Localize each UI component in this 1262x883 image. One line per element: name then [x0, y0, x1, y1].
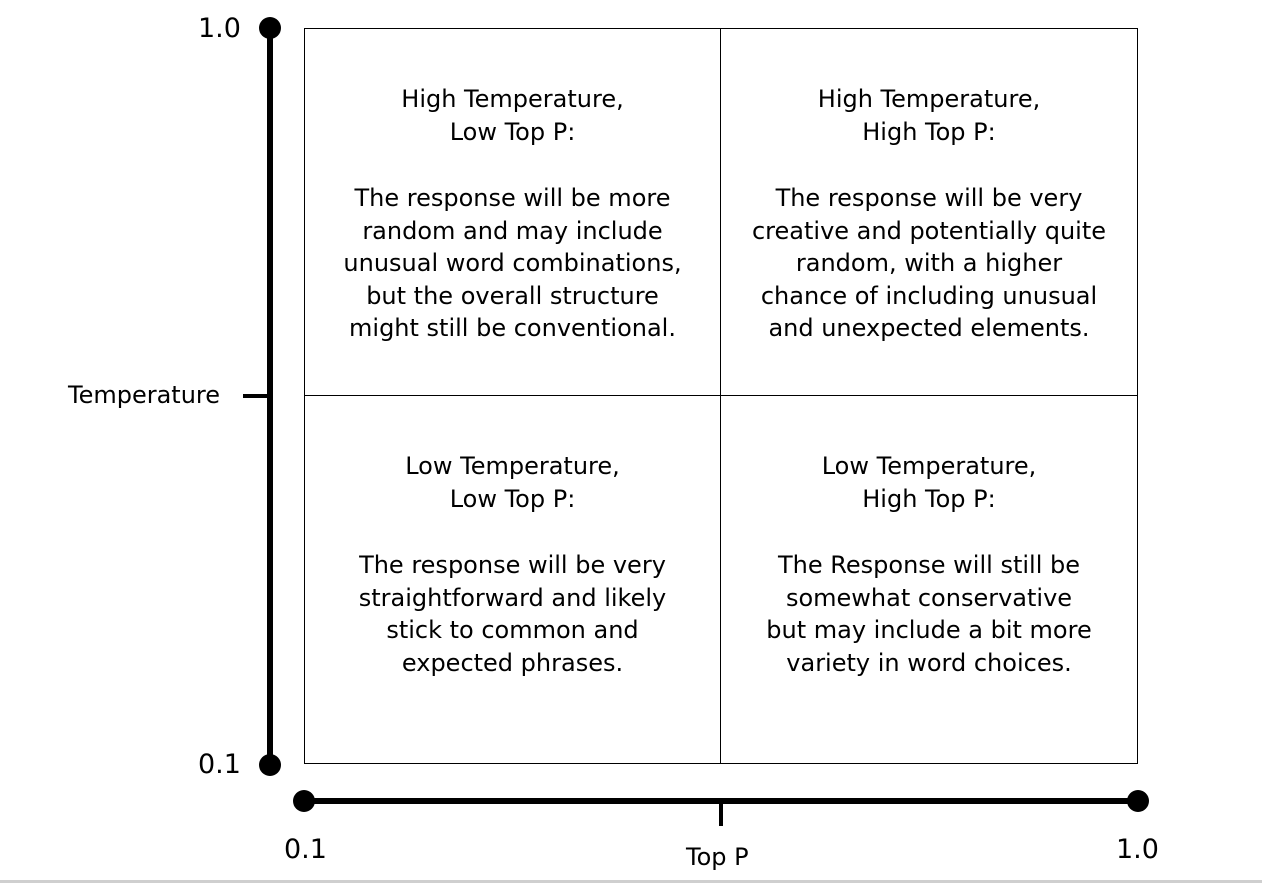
y-axis-top-endpoint [259, 17, 281, 39]
quadrant-description: The Response will still be somewhat cons… [766, 551, 1092, 677]
y-axis-min-label: 0.1 [198, 749, 241, 780]
quadrant-title: High Temperature, Low Top P: [401, 85, 624, 146]
quadrant-title: Low Temperature, High Top P: [821, 452, 1037, 513]
quadrant-description: The response will be very creative and p… [751, 184, 1106, 342]
quadrant-title: Low Temperature, Low Top P: [405, 452, 620, 513]
quadrant-low-temp-low-top-p: Low Temperature, Low Top P: The response… [305, 396, 721, 763]
x-axis-min-label: 0.1 [284, 834, 327, 865]
quadrant-grid: High Temperature, Low Top P: The respons… [304, 28, 1138, 764]
quadrant-description: The response will be very straightforwar… [358, 551, 667, 677]
y-axis-title: Temperature [68, 381, 221, 409]
quadrant-high-temp-low-top-p: High Temperature, Low Top P: The respons… [305, 29, 721, 396]
x-axis-max-label: 1.0 [1116, 834, 1159, 865]
quadrant-low-temp-high-top-p: Low Temperature, High Top P: The Respons… [721, 396, 1137, 763]
bottom-divider [0, 880, 1262, 883]
y-axis-max-label: 1.0 [198, 13, 241, 44]
x-axis-right-endpoint [1127, 790, 1149, 812]
y-axis-bottom-endpoint [259, 754, 281, 776]
x-axis-title: Top P [686, 843, 749, 871]
quadrant-description: The response will be more random and may… [343, 184, 682, 342]
quadrant-title: High Temperature, High Top P: [817, 85, 1041, 146]
quadrant-high-temp-high-top-p: High Temperature, High Top P: The respon… [721, 29, 1137, 396]
x-axis-left-endpoint [293, 790, 315, 812]
